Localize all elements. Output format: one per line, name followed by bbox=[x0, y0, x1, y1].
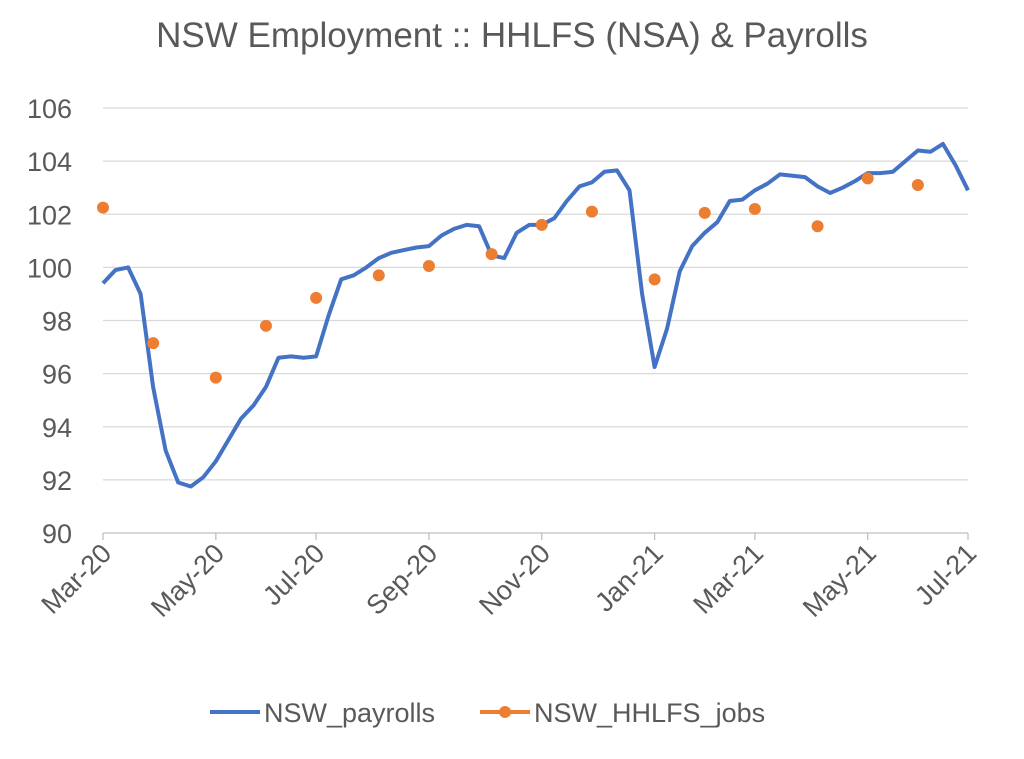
chart-title: NSW Employment :: HHLFS (NSA) & Payrolls bbox=[156, 16, 868, 55]
y-tick-label: 94 bbox=[42, 413, 72, 443]
hhlfs-dot bbox=[97, 201, 109, 214]
hhlfs-dot bbox=[422, 260, 435, 273]
legend-dot bbox=[499, 706, 512, 718]
hhlfs-dot bbox=[911, 179, 924, 192]
x-tick-label: Sep-20 bbox=[360, 538, 443, 621]
x-tick-label: Jul-21 bbox=[909, 538, 982, 611]
hhlfs-dot bbox=[310, 291, 323, 304]
hhlfs-dot bbox=[861, 172, 874, 185]
x-tick-label: May-20 bbox=[145, 538, 230, 623]
hhlfs-dot bbox=[209, 371, 222, 384]
hhlfs-dot bbox=[748, 202, 761, 215]
x-tick-label: Mar-20 bbox=[36, 538, 118, 620]
hhlfs-dot bbox=[811, 220, 824, 233]
hhlfs-dot bbox=[485, 248, 498, 261]
y-tick-label: 96 bbox=[42, 360, 72, 390]
legend-label: NSW_payrolls bbox=[264, 698, 435, 728]
hhlfs-dot bbox=[698, 206, 711, 219]
y-tick-label: 98 bbox=[42, 307, 72, 337]
y-tick-label: 102 bbox=[27, 200, 72, 230]
x-tick-label: Jan-21 bbox=[589, 538, 669, 618]
y-tick-label: 104 bbox=[27, 147, 72, 177]
x-tick-label: May-21 bbox=[797, 538, 882, 623]
y-tick-label: 92 bbox=[42, 466, 72, 496]
y-tick-label: 100 bbox=[27, 253, 72, 283]
x-tick-label: Mar-21 bbox=[687, 538, 769, 620]
hhlfs-dot bbox=[585, 205, 598, 218]
hhlfs-dot bbox=[147, 337, 160, 350]
hhlfs-dot bbox=[648, 273, 661, 286]
x-tick-label: Nov-20 bbox=[473, 538, 556, 621]
x-tick-label: Jul-20 bbox=[257, 538, 330, 611]
y-tick-label: 90 bbox=[42, 519, 72, 549]
y-tick-label: 106 bbox=[27, 94, 72, 124]
hhlfs-dot bbox=[535, 218, 548, 231]
hhlfs-dot bbox=[372, 269, 385, 282]
payroll-line bbox=[101, 141, 970, 489]
hhlfs-dot bbox=[259, 319, 272, 332]
legend-label: NSW_HHLFS_jobs bbox=[534, 698, 765, 728]
